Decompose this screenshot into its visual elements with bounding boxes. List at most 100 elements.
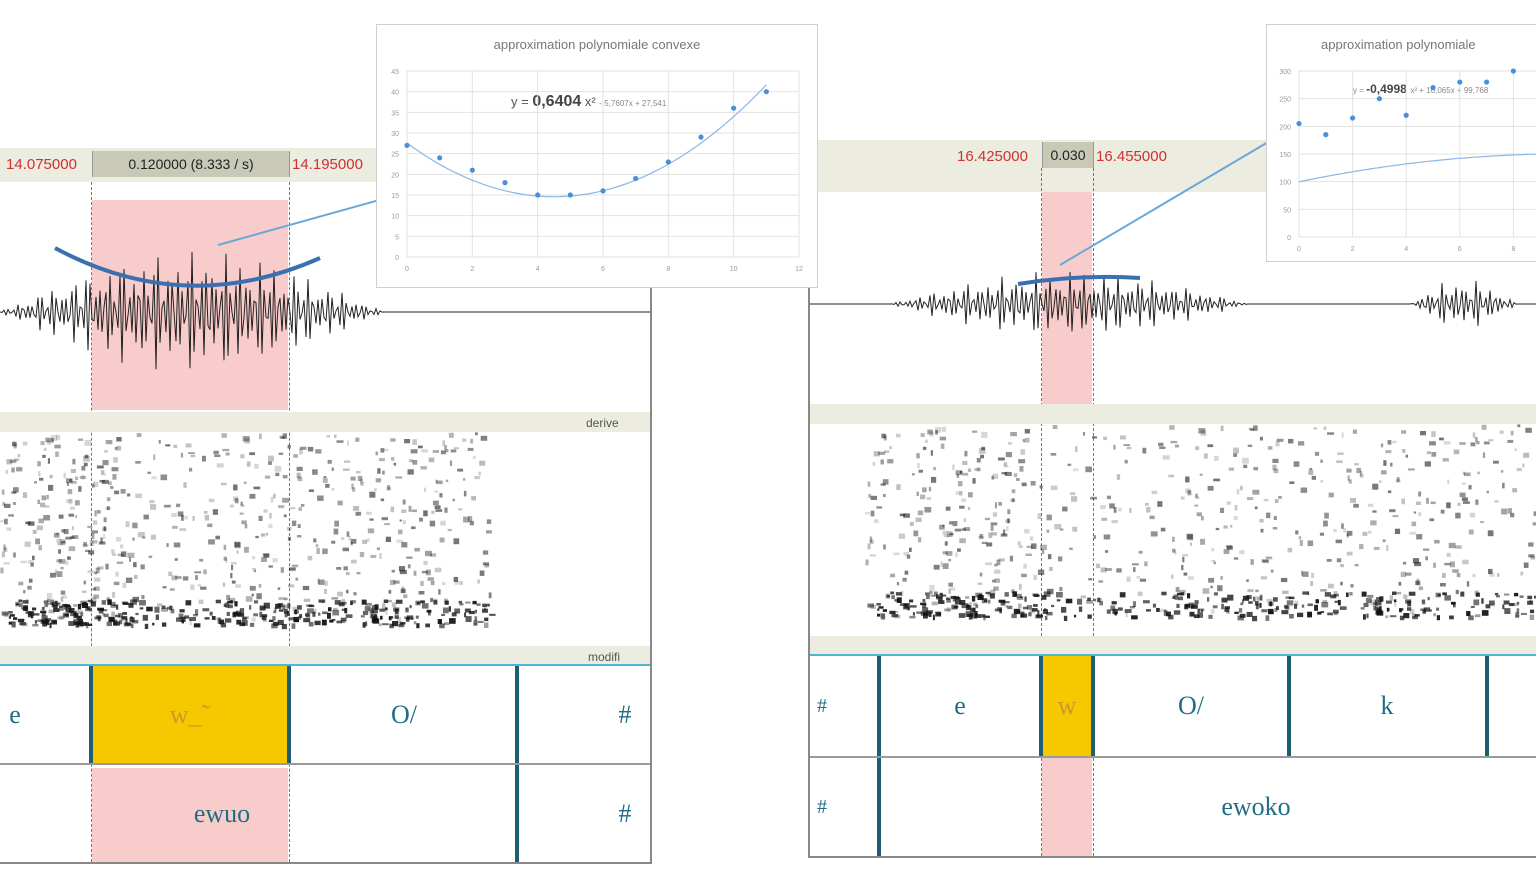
spectrogram-cell	[118, 620, 123, 625]
spectrogram-cell	[101, 473, 106, 476]
spectrogram-cell	[331, 597, 339, 600]
right-phone-cell-w[interactable]: w	[1042, 656, 1092, 756]
spectrogram-cell	[1472, 573, 1476, 578]
spectrogram-cell	[9, 459, 17, 463]
left-waveform[interactable]	[0, 200, 650, 400]
spectrogram-cell	[1252, 596, 1256, 602]
left-selection-start-line[interactable]	[91, 182, 92, 862]
spectrogram-cell	[223, 544, 227, 550]
spectrogram-cell	[1213, 478, 1220, 482]
spectrogram-cell	[1363, 614, 1366, 620]
left-selection-end-line[interactable]	[289, 182, 290, 862]
spectrogram-cell	[1042, 609, 1048, 614]
spectrogram-cell	[287, 444, 291, 449]
spectrogram-cell	[1083, 432, 1086, 436]
spectrogram-cell	[162, 622, 167, 627]
spectrogram-cell	[255, 535, 259, 539]
left-time-selection[interactable]: 0.120000 (8.333 / s)	[92, 151, 290, 177]
spectrogram-cell	[317, 495, 324, 501]
right-word-cell-hash[interactable]: #	[817, 795, 827, 818]
right-selection-end-line[interactable]	[1093, 168, 1094, 856]
spectrogram-cell	[278, 597, 285, 601]
spectrogram-cell	[1181, 592, 1184, 596]
spectrogram-cell	[385, 609, 388, 615]
spectrogram-cell	[176, 503, 181, 508]
left-boundary-2[interactable]	[287, 666, 291, 763]
spectrogram-cell	[993, 586, 999, 591]
spectrogram-cell	[189, 467, 193, 472]
spectrogram-cell	[1227, 545, 1233, 550]
spectrogram-cell	[6, 459, 13, 465]
left-spectrogram[interactable]	[0, 432, 650, 644]
spectrogram-cell	[945, 506, 951, 511]
spectrogram-cell	[444, 622, 450, 626]
spectrogram-cell	[374, 614, 377, 620]
right-time-selection[interactable]: 0.030	[1042, 142, 1094, 168]
spectrogram-cell	[11, 467, 15, 473]
right-word-cell-ewoko[interactable]: ewoko	[1221, 792, 1291, 821]
right-selection-start-line[interactable]	[1041, 168, 1042, 856]
right-phone-cell-o[interactable]: O/	[1178, 691, 1204, 720]
left-phone-cell-o[interactable]: O/	[391, 699, 417, 729]
right-boundary-4[interactable]	[1287, 656, 1291, 756]
spectrogram-cell	[1259, 602, 1262, 608]
right-boundary-5[interactable]	[1485, 656, 1489, 756]
spectrogram-cell	[1516, 608, 1520, 613]
spectrogram-cell	[1321, 601, 1329, 608]
right-waveform[interactable]	[810, 194, 1536, 404]
spectrogram-cell	[1098, 580, 1104, 583]
left-separator-label-1[interactable]: derive	[586, 416, 619, 430]
data-point	[404, 142, 410, 148]
spectrogram-cell	[1437, 594, 1441, 597]
right-phone-cell-k[interactable]: k	[1380, 691, 1394, 720]
spectrogram-cell	[1516, 468, 1522, 472]
spectrogram-cell	[961, 603, 968, 609]
spectrogram-cell	[453, 447, 459, 450]
spectrogram-cell	[230, 572, 233, 579]
right-boundary-2[interactable]	[1039, 656, 1043, 756]
spectrogram-cell	[407, 469, 414, 475]
spectrogram-cell	[269, 512, 272, 519]
left-word-cell-hash[interactable]: #	[618, 798, 632, 828]
spectrogram-cell	[1515, 612, 1520, 618]
left-separator-label-2[interactable]: modifi	[588, 650, 621, 664]
right-phone-cell-hash[interactable]: #	[817, 694, 827, 717]
spectrogram-cell	[948, 558, 952, 562]
spectrogram-cell	[1514, 592, 1519, 597]
spectrogram-cell	[468, 611, 475, 615]
spectrogram-cell	[106, 497, 111, 502]
spectrogram-cell	[972, 478, 976, 484]
spectrogram-cell	[1190, 542, 1192, 546]
spectrogram-cell	[873, 451, 880, 457]
left-boundary-1[interactable]	[89, 666, 93, 763]
y-tick-label: 15	[391, 193, 399, 200]
spectrogram-cell	[874, 519, 879, 523]
spectrogram-cell	[1166, 611, 1171, 617]
spectrogram-cell	[869, 554, 876, 557]
spectrogram-cell	[268, 523, 273, 529]
spectrogram-cell	[90, 597, 97, 603]
right-spectrogram[interactable]	[810, 424, 1536, 636]
spectrogram-cell	[130, 599, 137, 605]
spectrogram-cell	[168, 571, 173, 577]
spectrogram-cell	[1442, 592, 1447, 596]
spectrogram-cell	[67, 489, 73, 495]
spectrogram-cell	[1527, 595, 1533, 600]
spectrogram-cell	[1207, 485, 1214, 491]
spectrogram-cell	[439, 537, 445, 543]
left-phone-cell-hash[interactable]: #	[618, 699, 632, 729]
spectrogram-cell	[233, 484, 238, 491]
spectrogram-cell	[464, 612, 467, 618]
left-word-cell-ewuo[interactable]: ewuo	[193, 798, 251, 828]
spectrogram-cell	[360, 615, 365, 618]
spectrogram-cell	[430, 597, 434, 603]
spectrogram-cell	[166, 543, 169, 547]
spectrogram-cell	[1517, 424, 1521, 428]
left-phone-cell-e[interactable]: e	[9, 699, 21, 729]
left-phone-cell-w[interactable]: w_˜	[92, 666, 288, 763]
spectrogram-cell	[341, 608, 346, 611]
right-phone-cell-e[interactable]: e	[954, 691, 966, 720]
right-boundary-3[interactable]	[1091, 656, 1095, 756]
spectrogram-cell	[1266, 512, 1271, 519]
spectrogram-cell	[1327, 612, 1333, 616]
